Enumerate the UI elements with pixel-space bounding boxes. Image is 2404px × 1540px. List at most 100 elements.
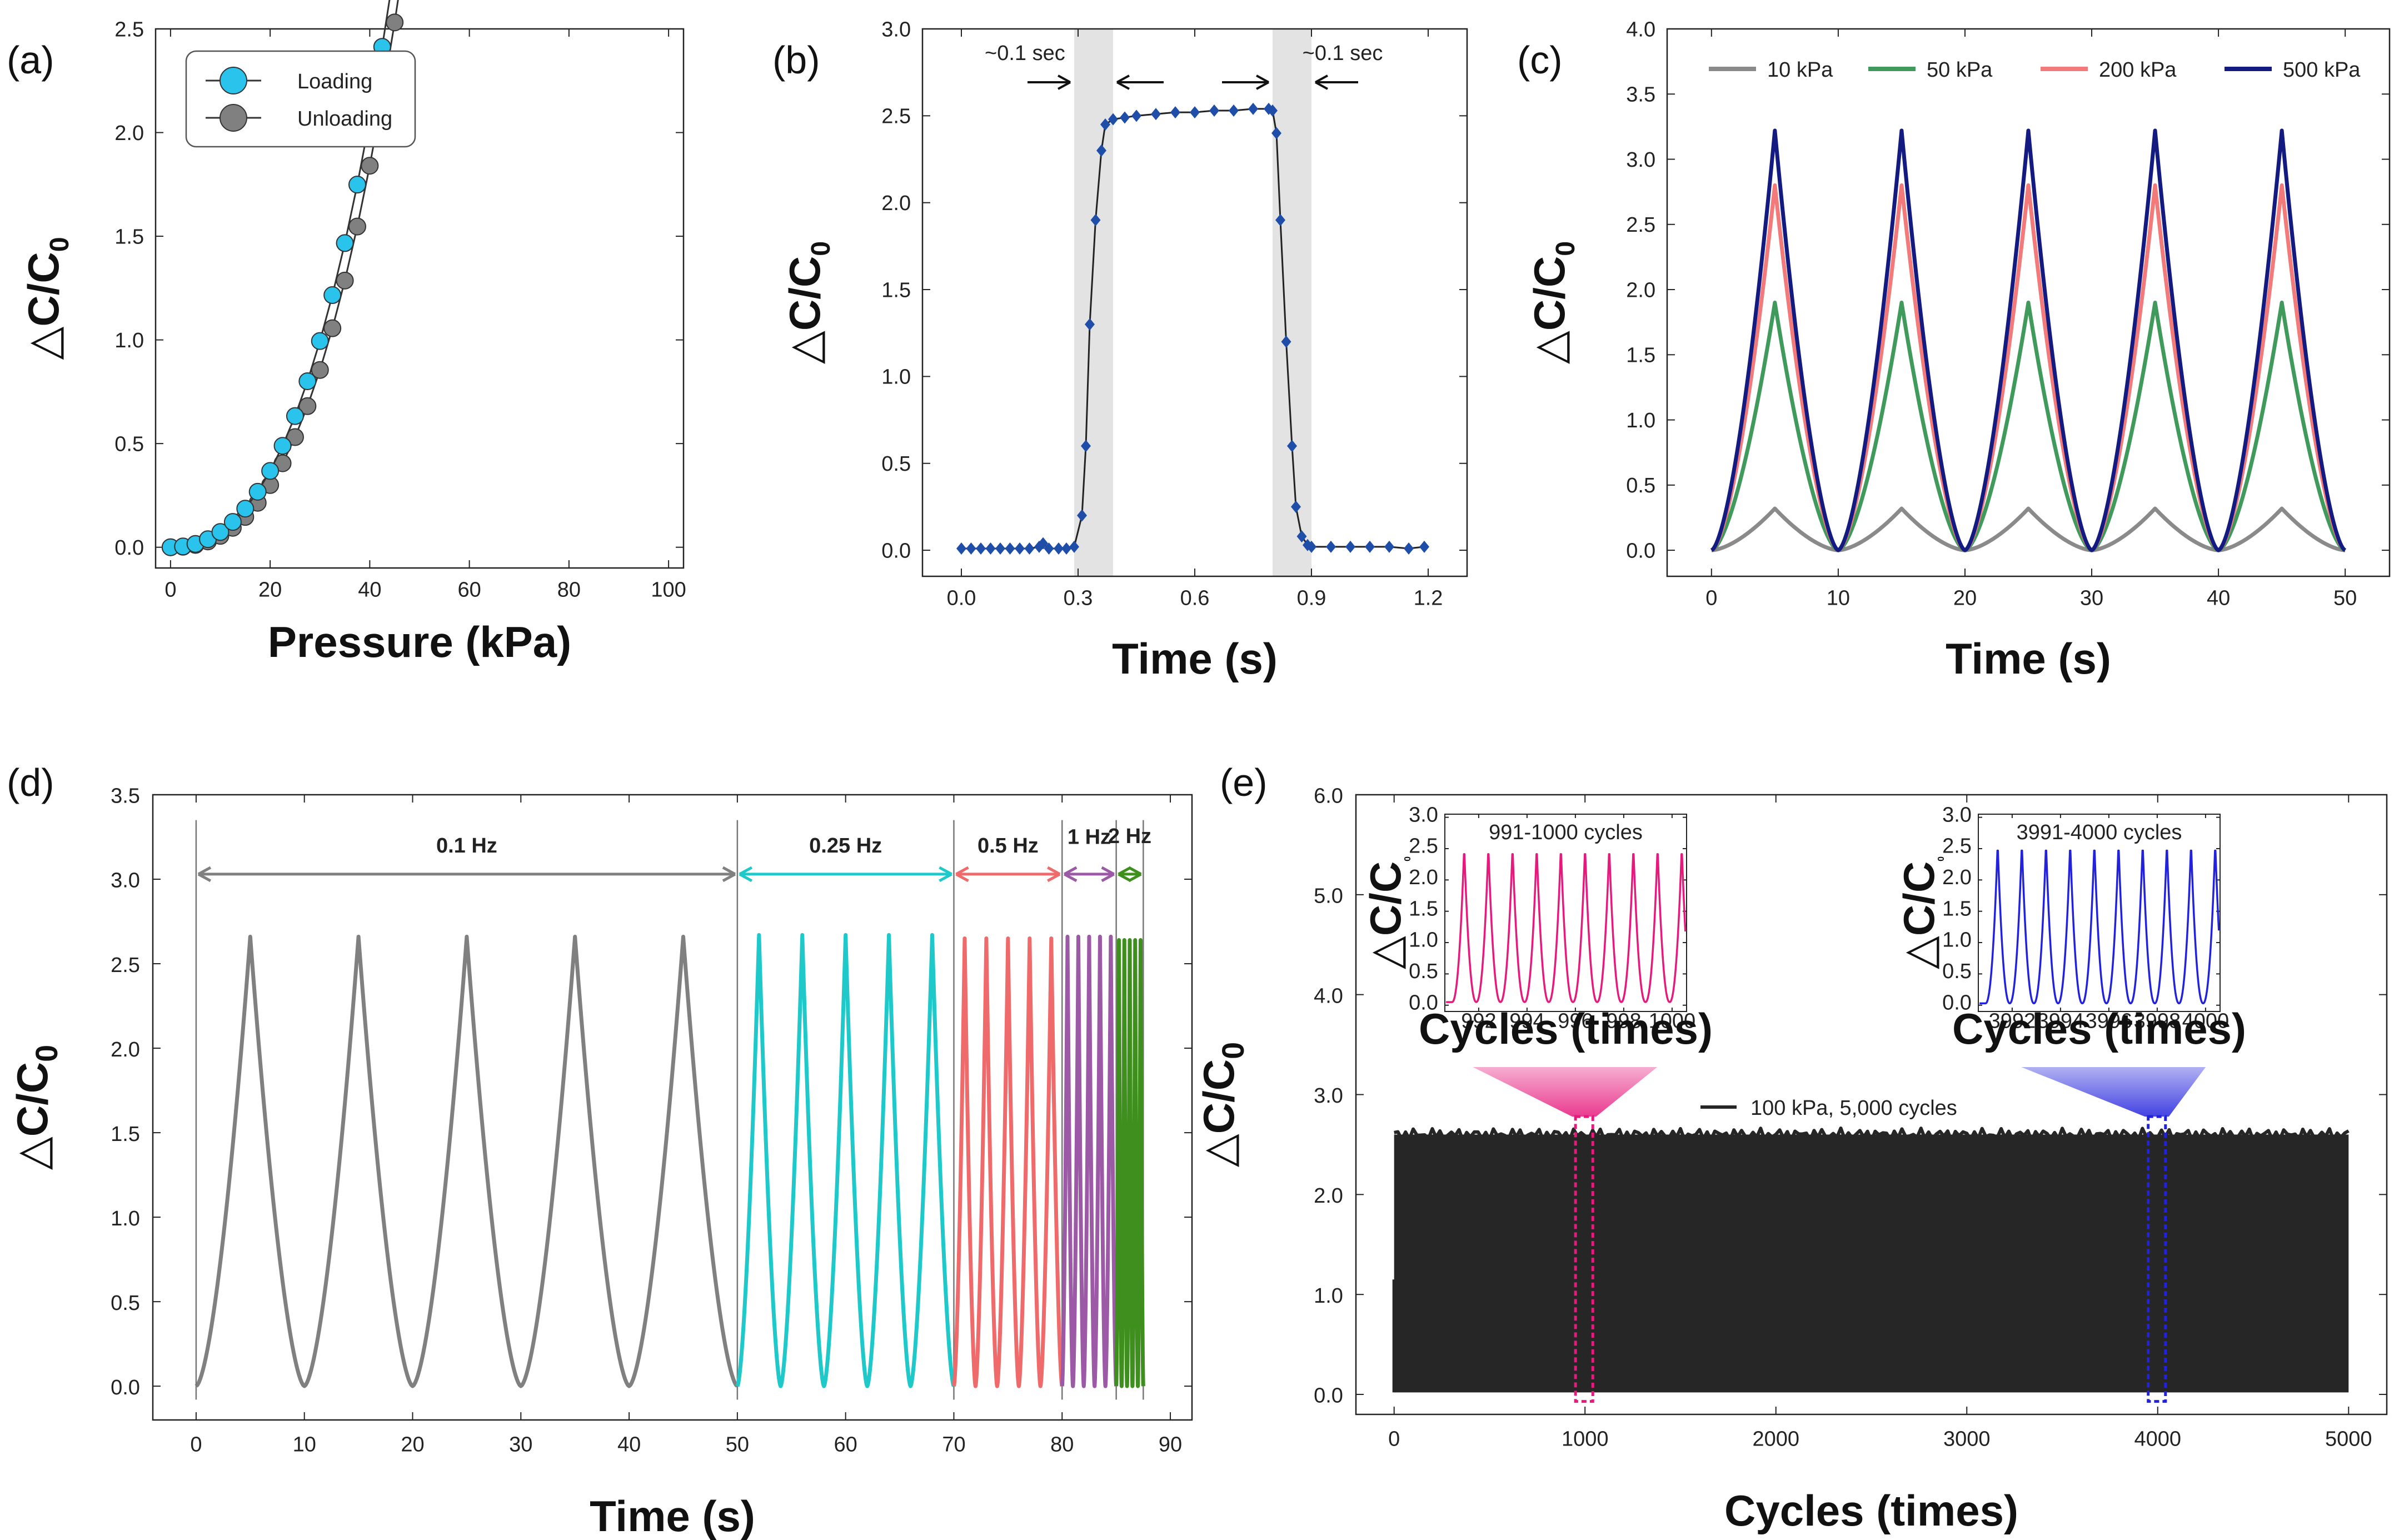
segment-arrow-head (1047, 866, 1061, 883)
y-axis-label: △C/C0 (8, 1045, 64, 1170)
y-axis-label-main: △C/C (1525, 256, 1574, 364)
y-tick-label: 1.0 (1942, 929, 1972, 952)
annotation-rise: ~0.1 sec (985, 42, 1065, 65)
x-axis-label: Pressure (kPa) (268, 617, 571, 666)
x-tick-label: 0 (1705, 586, 1717, 610)
y-tick-label: 2.0 (881, 192, 911, 215)
y-tick-label: 1.0 (1409, 929, 1438, 952)
y-axis-label-sub: 0 (29, 1045, 64, 1062)
loading-series-point (261, 462, 280, 480)
x-tick-label: 20 (1953, 586, 1977, 610)
x-tick-label: 992 (1461, 1010, 1496, 1033)
segment-arrow-head (1101, 866, 1115, 883)
y-tick-label: 1.0 (1314, 1284, 1343, 1308)
x-tick-label: 40 (2207, 586, 2230, 610)
segment-arrow-head (1118, 866, 1131, 883)
y-tick-label: 0.0 (1314, 1384, 1343, 1408)
y-tick-label: 0.0 (111, 1376, 140, 1399)
x-tick-label: 1000 (1649, 1010, 1696, 1033)
y-tick-label: 3.0 (1314, 1084, 1343, 1108)
inset-line (1445, 853, 1687, 1003)
response-point (1271, 127, 1281, 139)
response-point (1024, 542, 1035, 555)
response-point (1229, 104, 1239, 117)
response-point (1268, 104, 1278, 117)
loading-series-point (286, 407, 304, 425)
y-axis-label: △C/C0 (1194, 1042, 1250, 1167)
segment-arrow-head (197, 866, 212, 883)
y-tick-label: 2.0 (114, 122, 144, 145)
y-axis-label: △C/C0 (19, 237, 74, 360)
plot-frame (1355, 794, 2388, 1416)
y-tick-label: 1.5 (111, 1123, 140, 1146)
x-tick-label: 996 (1558, 1010, 1593, 1033)
x-tick-label: 50 (726, 1433, 749, 1457)
x-axis-label: Time (s) (590, 1492, 755, 1540)
y-tick-label: 0.5 (1409, 960, 1438, 983)
y-tick-label: 1.0 (1626, 409, 1655, 432)
segment-label: 0.25 Hz (809, 834, 882, 858)
y-axis-label-main: △C/C (1894, 861, 1943, 969)
legend-label: 100 kPa, 5,000 cycles (1750, 1097, 1957, 1120)
panel-label: (b) (772, 38, 820, 82)
y-axis-label: △C/C0 (1894, 856, 1946, 969)
loading-series-point (223, 513, 242, 531)
y-tick-label: 2.5 (111, 954, 140, 977)
x-tick-label: 70 (942, 1433, 965, 1457)
x-axis-label: Cycles (times) (1419, 1004, 1713, 1053)
x-tick-label: 994 (1509, 1010, 1544, 1033)
inset-title: 3991-4000 cycles (2017, 821, 2182, 844)
y-axis-label: △C/C0 (1525, 241, 1580, 364)
panel-label: (e) (1220, 761, 1268, 804)
x-tick-label: 3996 (2086, 1010, 2133, 1033)
x-tick-label: 30 (509, 1433, 532, 1457)
arrow-rise-left-head (1058, 74, 1071, 90)
panel-label: (c) (1517, 38, 1563, 82)
panel-label: (d) (7, 761, 54, 804)
response-point (1090, 213, 1101, 226)
y-tick-label: 1.5 (114, 225, 144, 248)
y-tick-label: 2.0 (1409, 866, 1438, 889)
inset-background (1918, 803, 2235, 1067)
x-tick-label: 20 (258, 578, 282, 601)
legend-marker (220, 67, 247, 94)
x-tick-label: 0 (164, 578, 176, 601)
y-tick-label: 3.0 (1942, 803, 1972, 826)
y-tick-label: 2.0 (1942, 866, 1972, 889)
response-line (961, 108, 1425, 550)
y-tick-label: 6.0 (1314, 785, 1343, 808)
response-point (1077, 509, 1087, 522)
response-point (1131, 109, 1141, 122)
unloading-series-point (336, 271, 354, 290)
x-tick-label: 4000 (2134, 1428, 2182, 1451)
x-tick-label: 80 (557, 578, 581, 601)
y-axis-label-sub: 0 (806, 241, 836, 256)
annotation-fall: ~0.1 sec (1303, 42, 1383, 65)
response-point (1061, 542, 1071, 555)
arrow-fall-right-head (1315, 74, 1328, 90)
legend-label: 10 kPa (1767, 58, 1833, 82)
y-tick-label: 0.5 (1942, 960, 1972, 983)
x-tick-label: 10 (293, 1433, 316, 1457)
plot-frame (1444, 814, 1687, 1012)
cycle-band-top (1394, 1126, 2350, 1143)
loading-series-point (248, 482, 267, 501)
y-tick-label: 2.0 (111, 1038, 140, 1061)
loading-series-point (298, 372, 317, 390)
y-tick-label: 0.0 (881, 539, 911, 562)
response-point (985, 542, 996, 555)
response-point (1296, 530, 1307, 543)
plot-frame (1666, 28, 2391, 577)
response-point (995, 542, 1005, 555)
y-tick-label: 0.5 (111, 1292, 140, 1315)
y-axis-label-sub: 0 (1550, 241, 1580, 256)
y-tick-label: 2.5 (1409, 835, 1438, 858)
response-point (1038, 537, 1048, 550)
y-axis-label-sub: 0 (1403, 856, 1413, 861)
x-tick-label: 0 (190, 1433, 202, 1457)
series-line (1710, 301, 2346, 552)
arrow-rise-right-head (1116, 74, 1130, 90)
plot-frame (154, 28, 685, 569)
panel-b: (b) 0.0 0.3 0.6 0.9 1.2 0.0 0.5 1.0 1.5 2.0 2.5 3.0 T… (772, 18, 1468, 683)
y-tick-label: 0.5 (881, 452, 911, 476)
